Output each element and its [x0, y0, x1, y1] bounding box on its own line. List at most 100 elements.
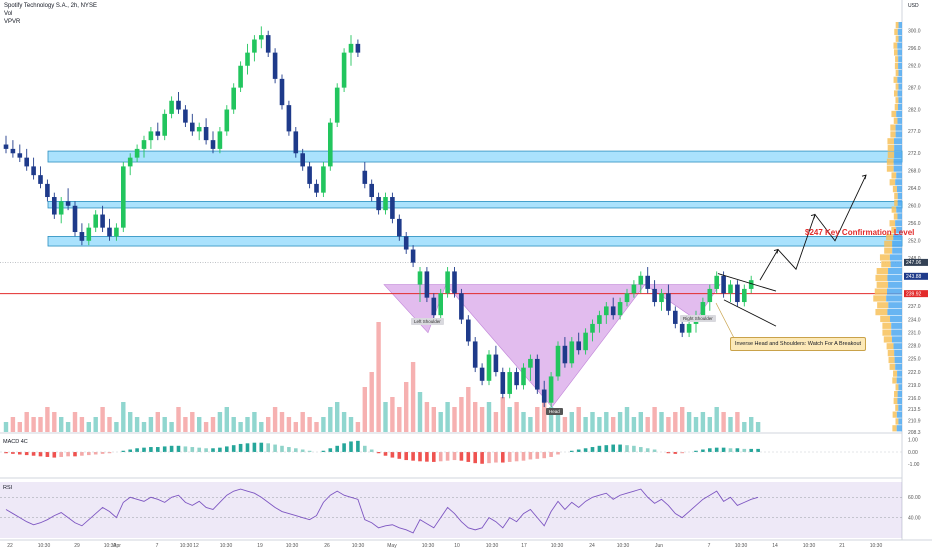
time-tick-label: 10:30: [735, 543, 748, 549]
current-price-label: 239.92: [906, 291, 922, 297]
price-tick-label: 282.0: [908, 107, 921, 113]
candle: [204, 127, 209, 140]
volume-bar: [480, 407, 484, 432]
vpvr-bar: [887, 138, 894, 144]
vpvr-bar: [890, 131, 895, 137]
volume-bar: [107, 417, 111, 432]
macd-bar: [87, 452, 91, 455]
vpvr-bar: [898, 90, 902, 96]
vpvr-bar: [891, 111, 896, 117]
vpvr-bar: [897, 186, 902, 192]
volume-bar: [114, 422, 118, 432]
vpvr-bar: [884, 248, 892, 254]
volume-bar: [694, 417, 698, 432]
volume-bar: [383, 402, 387, 432]
volume-bar: [94, 417, 98, 432]
volume-bar: [100, 407, 104, 432]
macd-bar: [487, 452, 491, 463]
symbol-title[interactable]: Spotify Technology S.A., 2h, NYSE: [4, 2, 97, 10]
vol-indicator-label[interactable]: Vol: [4, 10, 12, 18]
vpvr-bar: [897, 425, 902, 431]
macd-bar: [411, 452, 415, 461]
candle: [259, 35, 264, 39]
vpvr-bar: [884, 336, 892, 342]
vpvr-indicator-label[interactable]: VPVR: [4, 18, 20, 26]
candle: [211, 140, 216, 149]
candle: [687, 324, 692, 333]
volume-bar: [287, 417, 291, 432]
macd-bar: [404, 452, 408, 460]
price-tick-label: 260.0: [908, 204, 921, 210]
vpvr-bar: [888, 145, 894, 151]
macd-bar: [384, 452, 388, 456]
macd-tick-label: 0.00: [908, 450, 918, 456]
candle: [590, 324, 595, 333]
vpvr-bar: [897, 398, 902, 404]
candle: [721, 276, 726, 294]
candle: [708, 289, 713, 302]
candle: [452, 271, 457, 293]
vpvr-bar: [898, 29, 902, 35]
candle: [438, 293, 443, 315]
volume-bar: [742, 422, 746, 432]
volume-bar: [376, 322, 380, 432]
volume-bar: [314, 422, 318, 432]
macd-bar: [101, 452, 105, 454]
volume-bar: [18, 422, 22, 432]
macd-bar: [460, 452, 464, 461]
vpvr-bar: [898, 418, 902, 424]
vpvr-bar: [887, 309, 902, 315]
volume-bar: [494, 412, 498, 432]
candle: [66, 201, 71, 205]
volume-bar: [190, 412, 194, 432]
macd-bar: [46, 452, 50, 457]
volume-bar: [618, 412, 622, 432]
candle: [314, 184, 319, 193]
macd-bar: [142, 448, 146, 452]
time-tick-label: Apr: [113, 543, 121, 549]
candle: [135, 149, 140, 158]
volume-bar: [514, 402, 518, 432]
vpvr-bar: [894, 152, 902, 158]
current-price-label: 247.06: [906, 260, 922, 266]
macd-bar: [356, 441, 360, 452]
macd-bar: [25, 452, 29, 455]
vpvr-bar: [897, 412, 902, 418]
volume-bar: [411, 362, 415, 432]
volume-bar: [432, 407, 436, 432]
volume-bar: [604, 412, 608, 432]
vpvr-bar: [888, 268, 902, 274]
vpvr-bar: [898, 384, 902, 390]
macd-bar: [349, 441, 353, 452]
vpvr-bar: [890, 125, 895, 131]
macd-bar: [529, 452, 533, 459]
volume-bar: [404, 382, 408, 432]
vpvr-bar: [892, 377, 896, 383]
vpvr-bar: [899, 70, 902, 76]
volume-bar: [501, 397, 505, 432]
time-tick-label: 29: [74, 543, 80, 549]
candle: [238, 66, 243, 88]
candle: [445, 271, 450, 293]
volume-bar: [52, 412, 56, 432]
candle: [273, 53, 278, 79]
head-tag: Head: [546, 408, 563, 415]
macd-bar: [59, 452, 63, 457]
vpvr-bar: [877, 282, 888, 288]
vpvr-bar: [898, 97, 902, 103]
macd-bar: [591, 447, 595, 452]
vpvr-bar: [887, 343, 894, 349]
macd-bar: [391, 452, 395, 458]
vpvr-bar: [897, 213, 902, 219]
candle: [659, 293, 664, 302]
macd-bar: [611, 445, 615, 452]
candle: [666, 293, 671, 311]
vpvr-bar: [895, 405, 898, 411]
volume-bar: [646, 417, 650, 432]
macd-bar: [128, 450, 132, 452]
price-tick-label: 213.5: [908, 407, 921, 413]
vpvr-bar: [894, 391, 898, 397]
macd-bar: [446, 452, 450, 461]
vpvr-bar: [895, 364, 902, 370]
